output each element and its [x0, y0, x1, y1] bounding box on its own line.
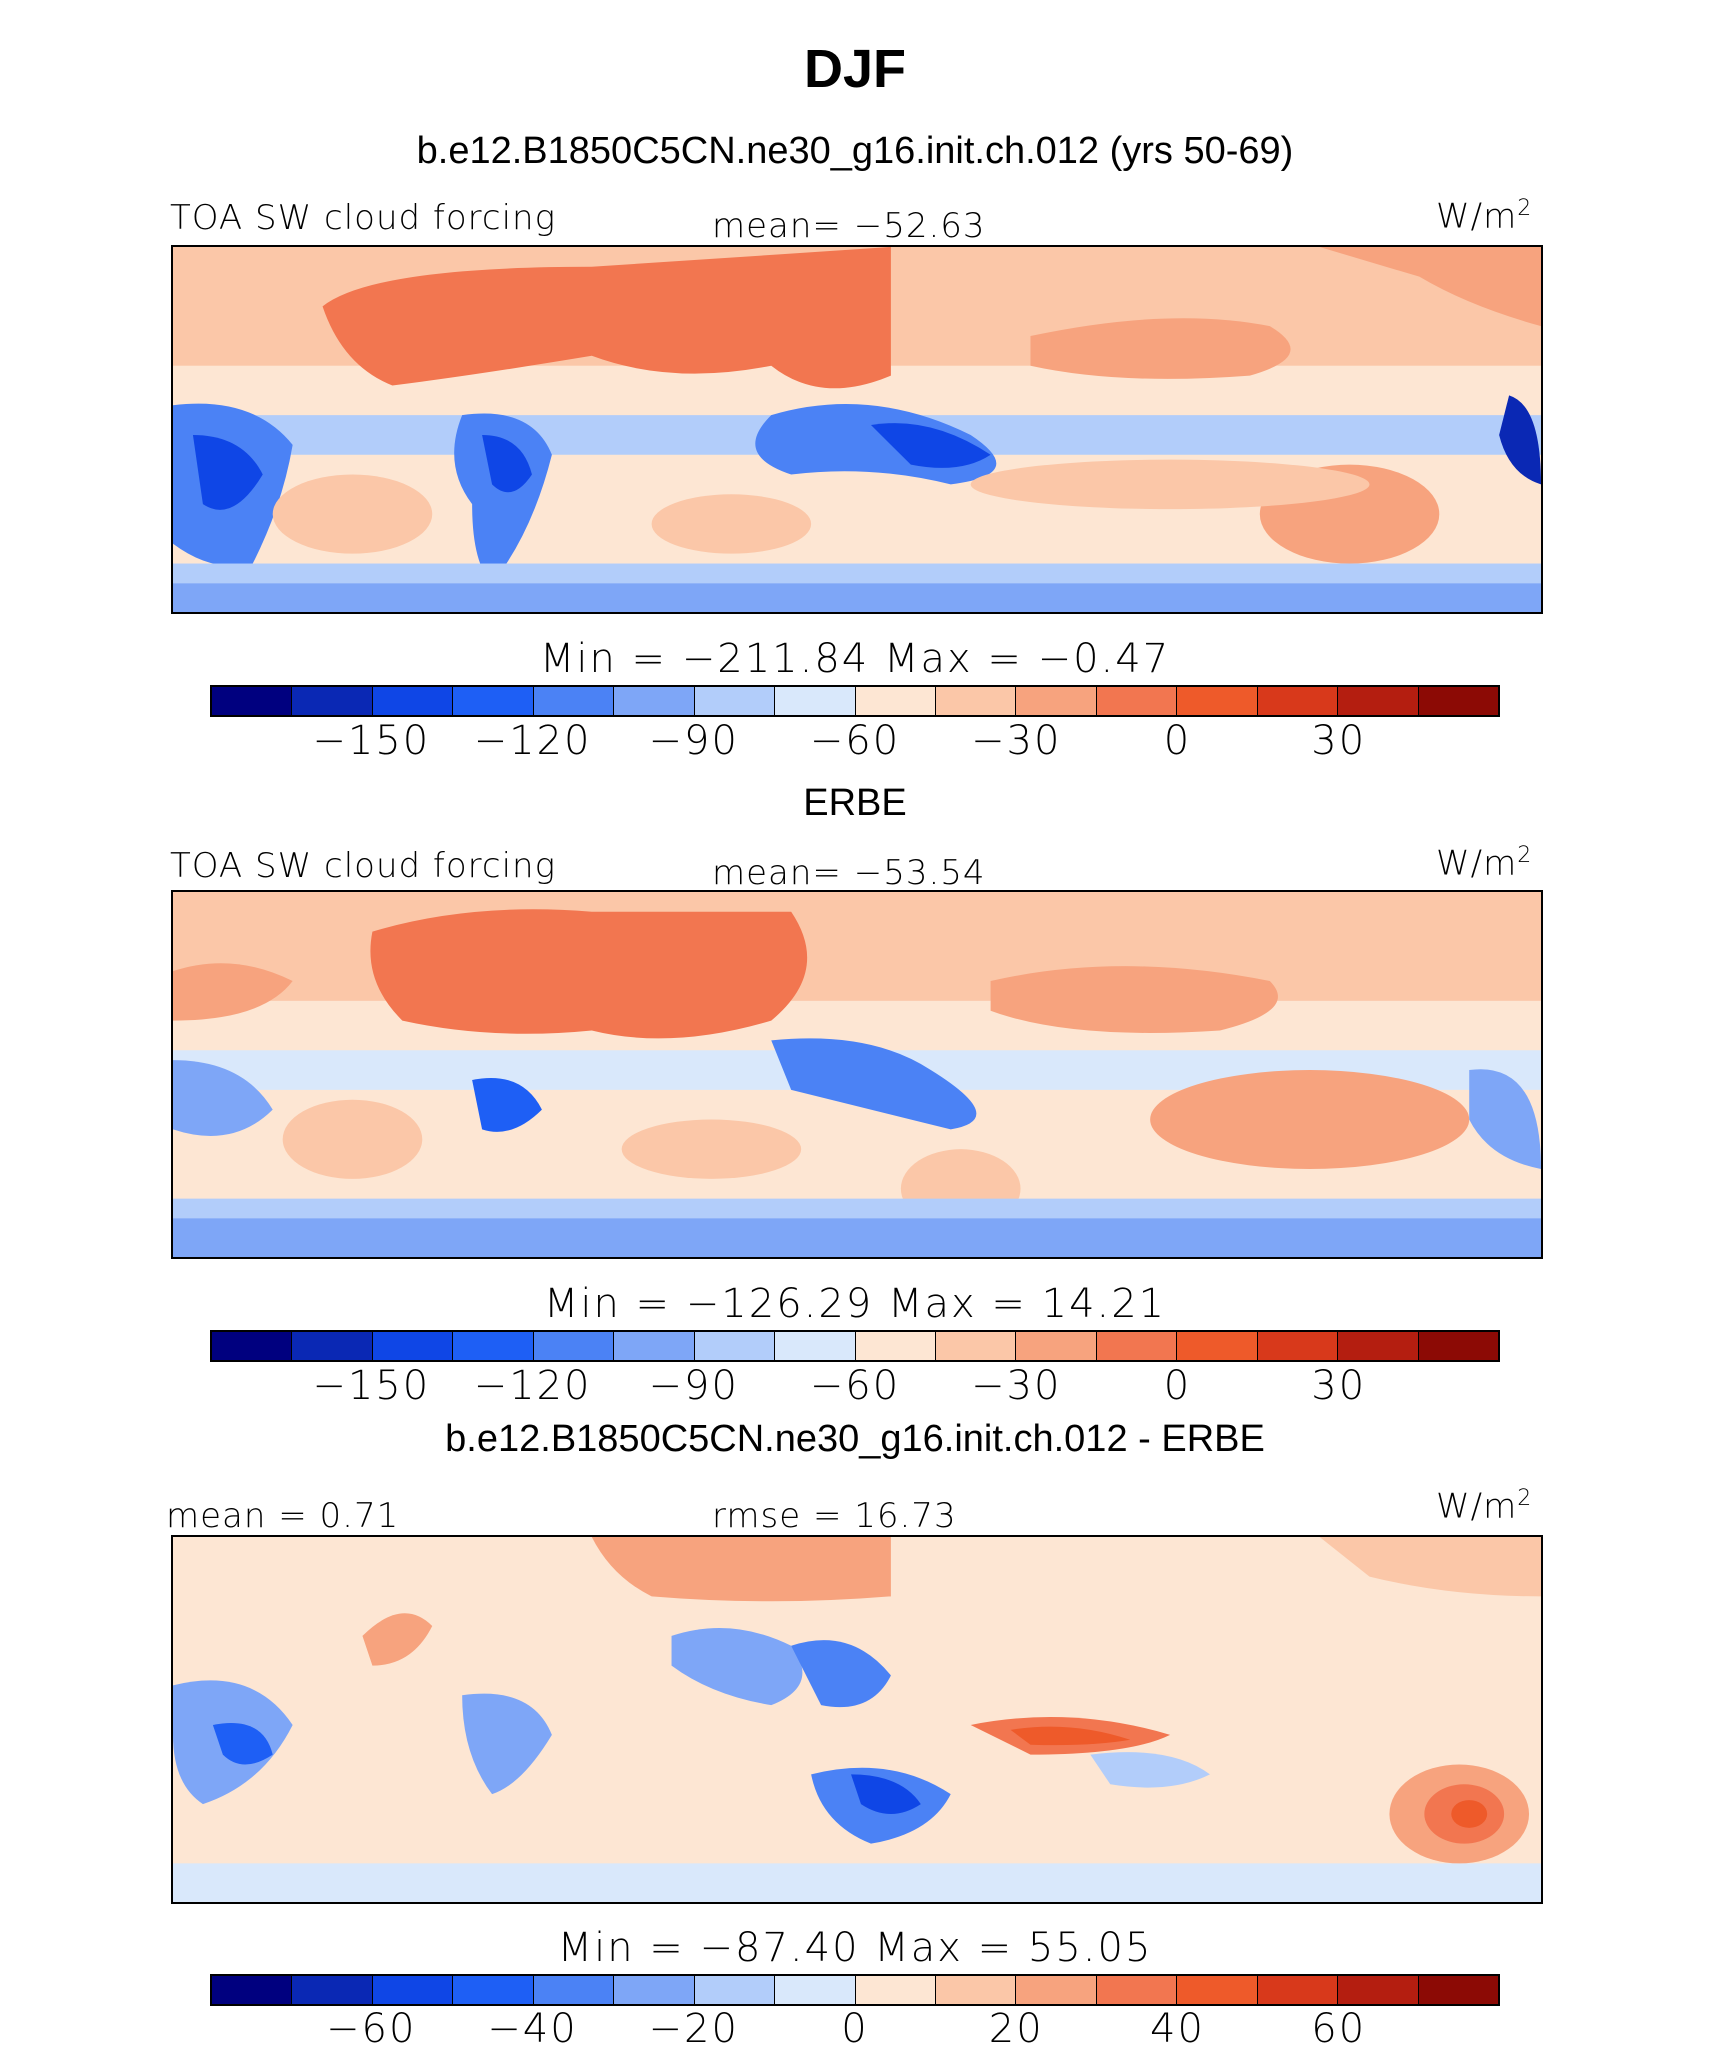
colorbar-swatch: [292, 1976, 373, 2004]
colorbar-swatch: [694, 1976, 776, 2004]
colorbar-tick-label: 30: [1311, 718, 1367, 764]
panel-1-heading: b.e12.B1850C5CN.ne30_g16.init.ch.012 (yr…: [416, 130, 1294, 172]
colorbar-swatch: [935, 1332, 1017, 1360]
panel-1-map-field: [173, 247, 1541, 612]
colorbar-swatch: [372, 1332, 454, 1360]
colorbar-swatch: [694, 687, 776, 715]
colorbar-swatch: [212, 1976, 293, 2004]
colorbar-tick-label: −20: [648, 2006, 739, 2052]
panel-3-units: W/m2: [1436, 1486, 1533, 1527]
colorbar-swatch: [1418, 687, 1498, 715]
panel-2-mean-label: mean= −53.54: [712, 853, 986, 893]
panel-2-heading: ERBE: [803, 782, 907, 824]
colorbar-swatch: [1096, 1976, 1178, 2004]
colorbar-swatch: [533, 1332, 615, 1360]
colorbar-swatch: [453, 1976, 534, 2004]
colorbar-swatch: [694, 1332, 776, 1360]
colorbar-swatch: [775, 1976, 856, 2004]
panel-3-colorbar-ticks: −60 −40 −20 0 20 40 60: [0, 2006, 1710, 2056]
colorbar-swatch: [1257, 1976, 1339, 2004]
panel-2-colorbar: [210, 1330, 1500, 1362]
colorbar-swatch: [1177, 1332, 1258, 1360]
panel-1-colorbar: [210, 685, 1500, 717]
colorbar-tick-label: 0: [1163, 718, 1192, 764]
panel-3-mean-label: mean = 0.71: [166, 1496, 400, 1536]
panel-3-map: [171, 1535, 1543, 1904]
figure-title: DJF: [803, 39, 906, 99]
colorbar-swatch: [1418, 1976, 1498, 2004]
panel-1-mean-label: mean= −52.63: [712, 206, 986, 246]
colorbar-swatch: [855, 1976, 936, 2004]
colorbar-swatch: [533, 687, 615, 715]
colorbar-swatch: [855, 1332, 936, 1360]
colorbar-swatch: [212, 687, 293, 715]
colorbar-swatch: [1418, 1332, 1498, 1360]
colorbar-swatch: [212, 1332, 293, 1360]
colorbar-swatch: [1096, 687, 1178, 715]
colorbar-swatch: [614, 687, 695, 715]
colorbar-tick-label: −60: [326, 2006, 417, 2052]
panel-1-map: [171, 245, 1543, 614]
colorbar-tick-label: −150: [312, 1363, 431, 1409]
panel-2-map: [171, 890, 1543, 1259]
colorbar-swatch: [292, 1332, 373, 1360]
colorbar-swatch: [372, 687, 454, 715]
colorbar-swatch: [1177, 1976, 1258, 2004]
colorbar-swatch: [372, 1976, 454, 2004]
colorbar-tick-label: 30: [1311, 1363, 1367, 1409]
colorbar-tick-label: −150: [312, 718, 431, 764]
panel-2-minmax: Min = −126.29 Max = 14.21: [543, 1281, 1167, 1327]
colorbar-tick-label: −90: [648, 718, 739, 764]
colorbar-swatch: [1257, 1332, 1339, 1360]
colorbar-tick-label: −60: [809, 1363, 901, 1409]
colorbar-swatch: [1016, 1332, 1097, 1360]
colorbar-tick-label: −90: [648, 1363, 739, 1409]
colorbar-swatch: [614, 1976, 695, 2004]
colorbar-swatch: [855, 687, 936, 715]
colorbar-swatch: [1096, 1332, 1178, 1360]
panel-2-colorbar-ticks: −150 −120 −90 −60 −30 0 30: [0, 1363, 1710, 1413]
colorbar-swatch: [935, 1976, 1017, 2004]
panel-2-variable-label: TOA SW cloud forcing: [170, 846, 556, 886]
colorbar-tick-label: −120: [473, 718, 592, 764]
colorbar-swatch: [775, 687, 856, 715]
panel-1-colorbar-ticks: −150 −120 −90 −60 −30 0 30: [0, 718, 1710, 768]
colorbar-swatch: [1338, 1332, 1419, 1360]
colorbar-swatch: [614, 1332, 695, 1360]
colorbar-swatch: [533, 1976, 615, 2004]
panel-3-map-field: [173, 1537, 1541, 1902]
colorbar-swatch: [935, 687, 1017, 715]
colorbar-tick-label: −30: [971, 718, 1062, 764]
panel-1-units: W/m2: [1436, 196, 1533, 237]
colorbar-swatch: [1338, 687, 1419, 715]
colorbar-swatch: [1016, 1976, 1097, 2004]
panel-3-heading: b.e12.B1850C5CN.ne30_g16.init.ch.012 - E…: [445, 1418, 1265, 1460]
colorbar-swatch: [1257, 687, 1339, 715]
colorbar-tick-label: 0: [841, 2006, 869, 2052]
panel-3-colorbar: [210, 1974, 1500, 2006]
panel-3-rmse-label: rmse = 16.73: [712, 1496, 957, 1536]
panel-1-minmax: Min = −211.84 Max = −0.47: [539, 636, 1171, 682]
colorbar-tick-label: −120: [473, 1363, 592, 1409]
colorbar-swatch: [292, 687, 373, 715]
colorbar-swatch: [775, 1332, 856, 1360]
colorbar-tick-label: 20: [988, 2006, 1044, 2052]
colorbar-tick-label: −60: [809, 718, 901, 764]
colorbar-swatch: [1338, 1976, 1419, 2004]
panel-3-minmax: Min = −87.40 Max = 55.05: [557, 1925, 1153, 1971]
colorbar-swatch: [1177, 687, 1258, 715]
panel-2-map-field: [173, 892, 1541, 1257]
panel-2-units: W/m2: [1436, 843, 1533, 884]
colorbar-tick-label: 60: [1311, 2006, 1367, 2052]
colorbar-tick-label: −40: [487, 2006, 578, 2052]
colorbar-tick-label: 40: [1150, 2006, 1205, 2052]
colorbar-tick-label: 0: [1163, 1363, 1192, 1409]
colorbar-swatch: [453, 1332, 534, 1360]
colorbar-swatch: [453, 687, 534, 715]
panel-1-variable-label: TOA SW cloud forcing: [170, 198, 556, 238]
colorbar-tick-label: −30: [971, 1363, 1062, 1409]
colorbar-swatch: [1016, 687, 1097, 715]
